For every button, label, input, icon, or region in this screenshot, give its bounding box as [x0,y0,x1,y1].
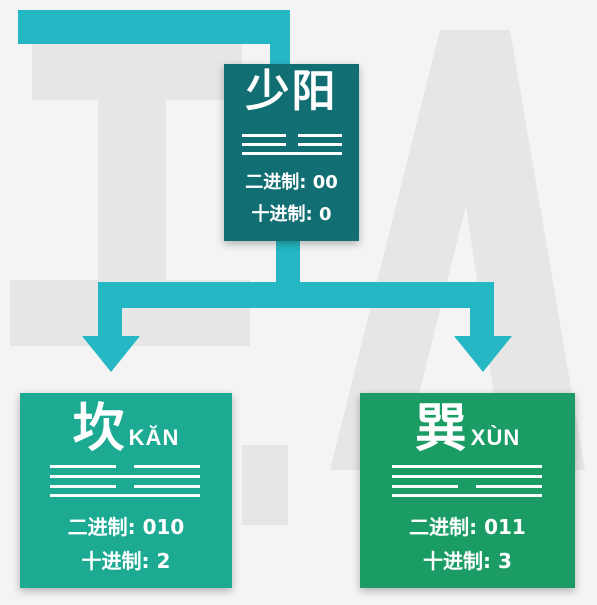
decimal-value: 十进制: 3 [423,549,512,573]
line-3-right [476,485,542,488]
node-name: 巽 [414,399,467,459]
binary-value: 二进制: 011 [409,515,526,539]
line-1-left [242,134,286,137]
line-2-left [242,143,286,146]
incoming-connector-vertical [270,10,290,66]
binary-value: 二进制: 010 [67,515,185,539]
node-name: 坎 [72,399,125,459]
incoming-connector-horizontal [18,10,286,44]
line-4 [392,494,542,497]
node-xun: 巽 XÙN 二进制: 011 十进制: 3 [360,393,575,588]
line-2 [392,475,542,478]
line-1-left [50,465,116,468]
node-title: 少阳 [224,70,359,114]
line-1-right [134,465,200,468]
line-3-left [50,485,116,488]
line-3-right [134,485,200,488]
left-arrowhead [82,336,140,372]
line-1-right [298,134,342,137]
right-arrowhead [454,336,512,372]
line-2 [50,475,200,478]
decimal-value: 十进制: 2 [81,549,171,573]
right-branch-stem [470,282,494,342]
line-2-right [298,143,342,146]
node-kan: 坎 KĂN 二进制: 010 十进制: 2 [20,393,232,588]
node-pinyin: KĂN [128,425,180,450]
digram-lines [242,134,342,158]
node-name: 少阳 [245,66,338,117]
line-4 [50,494,200,497]
trigram-lines [50,465,200,497]
line-3 [242,152,342,155]
left-branch-stem [98,282,122,342]
node-shaoyang: 少阳 二进制: 00 十进制: 0 [224,64,359,241]
trigram-lines [392,465,542,497]
line-3-left [392,485,458,488]
node-title: 坎 KĂN [20,403,232,455]
decimal-value: 十进制: 0 [251,204,332,225]
node-pinyin: XÙN [470,425,521,450]
branch-connector [98,282,494,308]
node-title: 巽 XÙN [360,403,575,455]
line-1 [392,465,542,468]
binary-value: 二进制: 00 [245,172,338,193]
